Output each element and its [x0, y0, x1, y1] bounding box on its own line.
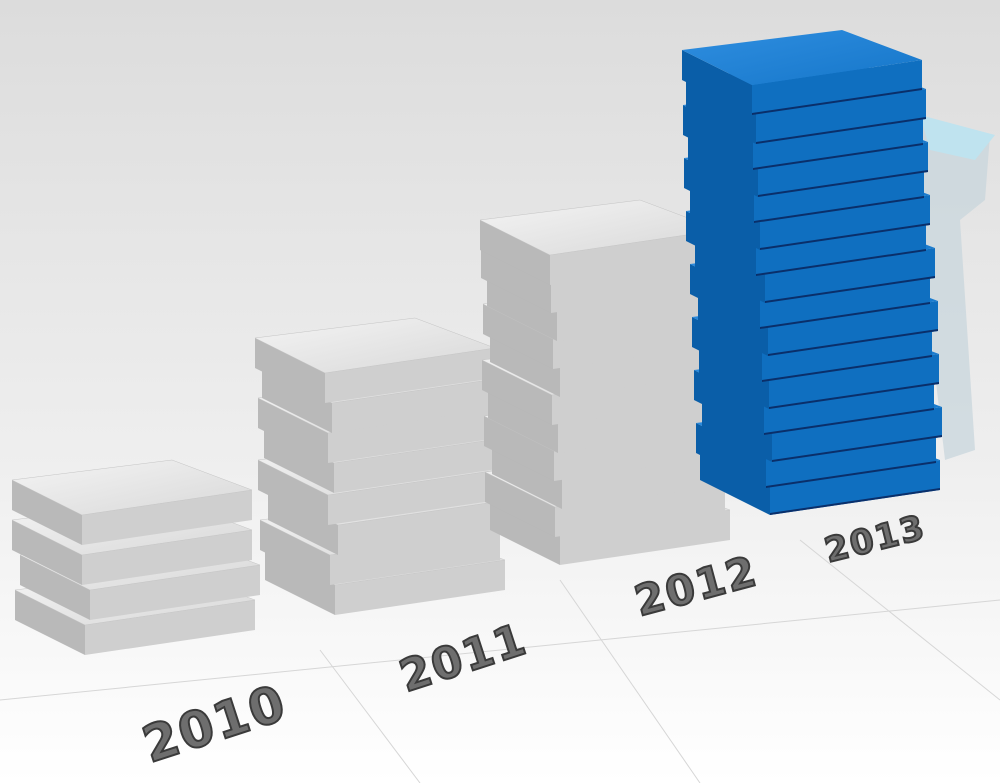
- figure-head: [920, 115, 995, 160]
- stack-2010: [11, 459, 261, 656]
- stack-2013: [682, 30, 942, 515]
- stack-2011: [254, 317, 509, 616]
- floor-lines: [0, 539, 1000, 783]
